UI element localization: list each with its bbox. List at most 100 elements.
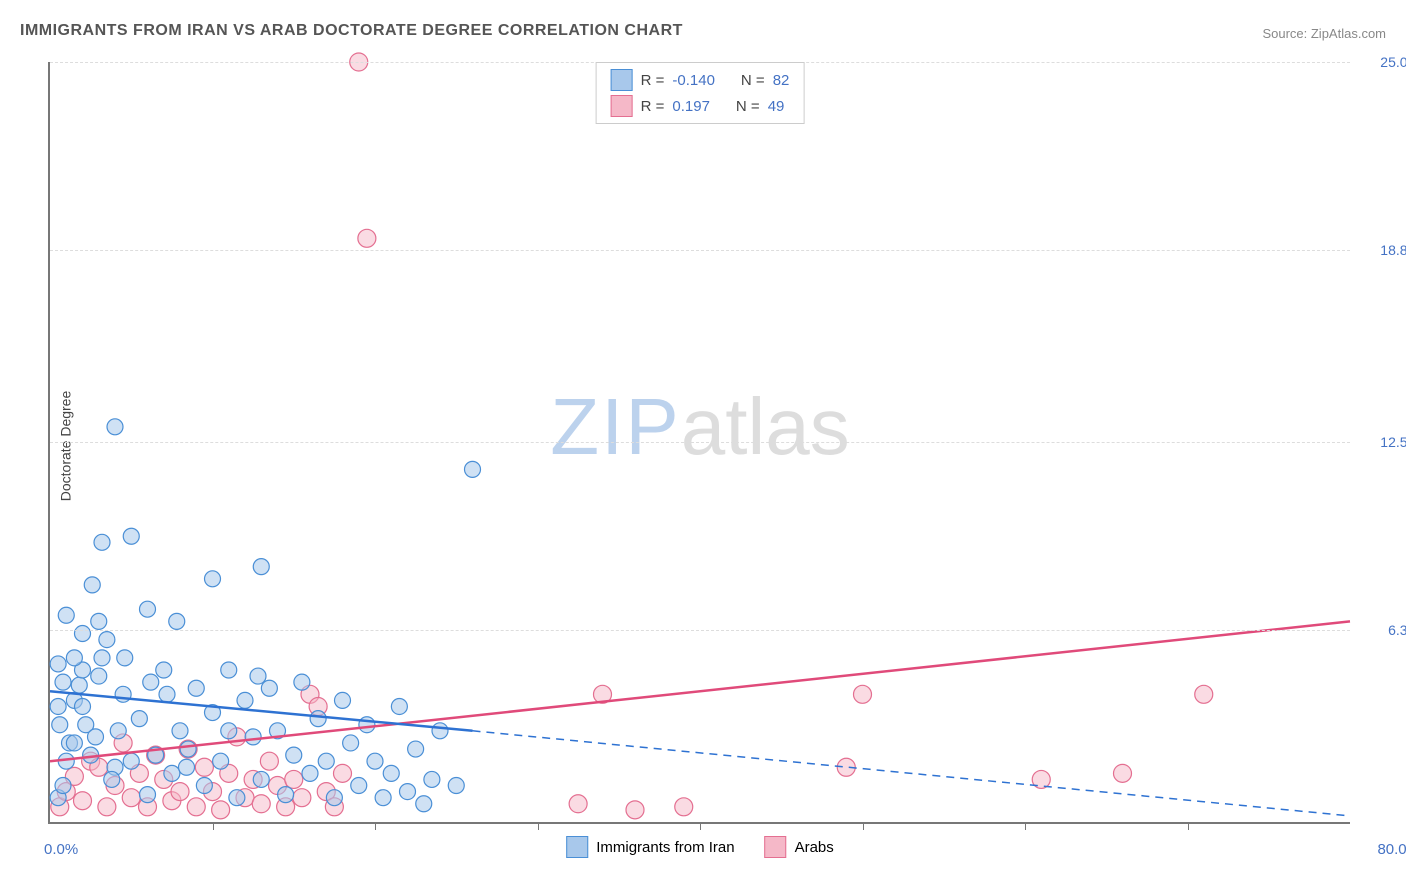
legend-r-value-2: 0.197 bbox=[672, 98, 710, 115]
gridline-h bbox=[50, 630, 1350, 631]
scatter-point bbox=[359, 717, 375, 733]
scatter-point bbox=[212, 801, 230, 819]
scatter-point bbox=[98, 798, 116, 816]
scatter-point bbox=[196, 778, 212, 794]
plot-area: ZIPatlas 6.3%12.5%18.8%25.0% 0.0% 80.0% … bbox=[48, 62, 1350, 824]
scatter-point bbox=[180, 741, 196, 757]
xtick-mark bbox=[538, 822, 539, 830]
scatter-point bbox=[383, 765, 399, 781]
scatter-point bbox=[293, 789, 311, 807]
chart-source: Source: ZipAtlas.com bbox=[1262, 26, 1386, 41]
scatter-point bbox=[131, 711, 147, 727]
scatter-point bbox=[213, 753, 229, 769]
legend-r-label-2: R = bbox=[641, 98, 665, 115]
scatter-point bbox=[253, 559, 269, 575]
scatter-point bbox=[84, 577, 100, 593]
scatter-point bbox=[229, 790, 245, 806]
scatter-point bbox=[91, 613, 107, 629]
scatter-point bbox=[343, 735, 359, 751]
scatter-point bbox=[94, 534, 110, 550]
scatter-point bbox=[302, 765, 318, 781]
scatter-point bbox=[117, 650, 133, 666]
scatter-point bbox=[169, 613, 185, 629]
scatter-point bbox=[569, 795, 587, 813]
gridline-h bbox=[50, 250, 1350, 251]
scatter-point bbox=[171, 783, 189, 801]
scatter-point bbox=[187, 798, 205, 816]
scatter-point bbox=[110, 723, 126, 739]
legend-series: Immigrants from Iran Arabs bbox=[566, 836, 834, 858]
scatter-point bbox=[335, 692, 351, 708]
legend-box-bottom-2 bbox=[765, 836, 787, 858]
legend-series-label-1: Immigrants from Iran bbox=[596, 839, 734, 856]
scatter-point bbox=[278, 787, 294, 803]
legend-n-label-1: N = bbox=[741, 72, 765, 89]
scatter-point bbox=[358, 229, 376, 247]
scatter-point bbox=[75, 698, 91, 714]
legend-stats-row-1: R = -0.140 N = 82 bbox=[611, 67, 790, 93]
scatter-point bbox=[66, 735, 82, 751]
legend-r-label-1: R = bbox=[641, 72, 665, 89]
trendline-iran-dashed bbox=[473, 731, 1351, 816]
scatter-point bbox=[408, 741, 424, 757]
scatter-point bbox=[71, 677, 87, 693]
scatter-point bbox=[245, 729, 261, 745]
scatter-point bbox=[351, 778, 367, 794]
legend-stats-row-2: R = 0.197 N = 49 bbox=[611, 93, 790, 119]
legend-box-series1 bbox=[611, 69, 633, 91]
scatter-point bbox=[140, 787, 156, 803]
scatter-point bbox=[1195, 685, 1213, 703]
xtick-mark bbox=[700, 822, 701, 830]
scatter-point bbox=[88, 729, 104, 745]
scatter-point bbox=[400, 784, 416, 800]
scatter-point bbox=[465, 461, 481, 477]
legend-box-bottom-1 bbox=[566, 836, 588, 858]
chart-title: IMMIGRANTS FROM IRAN VS ARAB DOCTORATE D… bbox=[20, 22, 683, 40]
scatter-point bbox=[159, 686, 175, 702]
scatter-point bbox=[140, 601, 156, 617]
scatter-point bbox=[205, 571, 221, 587]
scatter-point bbox=[52, 717, 68, 733]
xtick-mark bbox=[213, 822, 214, 830]
ytick-label: 18.8% bbox=[1360, 242, 1406, 258]
scatter-point bbox=[294, 674, 310, 690]
gridline-h bbox=[50, 442, 1350, 443]
scatter-point bbox=[424, 771, 440, 787]
legend-r-value-1: -0.140 bbox=[672, 72, 715, 89]
xtick-mark bbox=[1188, 822, 1189, 830]
scatter-point bbox=[432, 723, 448, 739]
legend-box-series2 bbox=[611, 95, 633, 117]
xtick-mark bbox=[863, 822, 864, 830]
scatter-point bbox=[99, 632, 115, 648]
scatter-point bbox=[626, 801, 644, 819]
legend-n-value-1: 82 bbox=[773, 72, 790, 89]
x-max-label: 80.0% bbox=[1377, 841, 1406, 858]
legend-series-item-2: Arabs bbox=[765, 836, 834, 858]
scatter-point bbox=[74, 792, 92, 810]
scatter-point bbox=[285, 770, 303, 788]
scatter-point bbox=[107, 419, 123, 435]
scatter-point bbox=[66, 650, 82, 666]
scatter-point bbox=[854, 685, 872, 703]
scatter-point bbox=[250, 668, 266, 684]
scatter-point bbox=[164, 765, 180, 781]
scatter-point bbox=[172, 723, 188, 739]
scatter-point bbox=[195, 758, 213, 776]
ytick-label: 6.3% bbox=[1360, 622, 1406, 638]
scatter-point bbox=[416, 796, 432, 812]
scatter-point bbox=[188, 680, 204, 696]
scatter-point bbox=[94, 650, 110, 666]
scatter-point bbox=[123, 528, 139, 544]
xtick-mark bbox=[375, 822, 376, 830]
scatter-point bbox=[334, 764, 352, 782]
scatter-point bbox=[50, 656, 66, 672]
scatter-point bbox=[50, 698, 66, 714]
xtick-mark bbox=[1025, 822, 1026, 830]
scatter-point bbox=[252, 795, 270, 813]
scatter-point bbox=[55, 674, 71, 690]
trendline-arabs bbox=[50, 621, 1350, 761]
scatter-point bbox=[143, 674, 159, 690]
x-origin-label: 0.0% bbox=[44, 841, 78, 858]
legend-n-label-2: N = bbox=[736, 98, 760, 115]
scatter-point bbox=[1114, 764, 1132, 782]
